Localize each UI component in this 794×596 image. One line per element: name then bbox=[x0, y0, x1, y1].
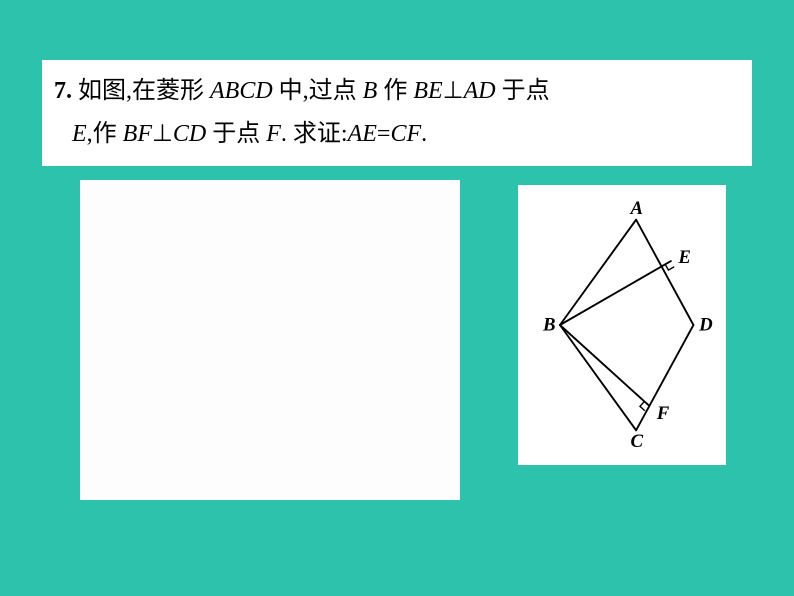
text-abcd: ABCD bbox=[210, 78, 273, 104]
text-cf: CF bbox=[390, 121, 421, 147]
question-number: 7. bbox=[54, 78, 72, 104]
answer-box bbox=[80, 180, 460, 500]
eq: = bbox=[377, 121, 391, 147]
text-cd: CD bbox=[173, 121, 206, 147]
perp: ⊥ bbox=[443, 78, 464, 104]
text-part: 于点 bbox=[206, 121, 266, 147]
svg-text:D: D bbox=[698, 315, 713, 336]
text-e: E bbox=[72, 121, 87, 147]
text-f: F bbox=[266, 121, 281, 147]
question-box: 7. 如图,在菱形 ABCD 中,过点 B 作 BE⊥AD 于点 E,作 BF⊥… bbox=[42, 60, 752, 166]
text-part: ,作 bbox=[87, 121, 123, 147]
text-part: 如图,在菱形 bbox=[78, 78, 210, 104]
svg-text:E: E bbox=[677, 247, 691, 268]
text-ae: AE bbox=[348, 121, 377, 147]
svg-text:C: C bbox=[630, 431, 643, 452]
text-part: 作 bbox=[377, 78, 413, 104]
text-part: 中,过点 bbox=[273, 78, 363, 104]
svg-text:B: B bbox=[542, 315, 556, 336]
text-part: . 求证: bbox=[281, 121, 348, 147]
question-text: 7. 如图,在菱形 ABCD 中,过点 B 作 BE⊥AD 于点 E,作 BF⊥… bbox=[54, 70, 740, 156]
text-bf: BF bbox=[123, 121, 152, 147]
diagram-box: A B C D E F bbox=[518, 185, 726, 465]
text-part: 于点 bbox=[496, 78, 550, 104]
text-b: B bbox=[363, 78, 378, 104]
svg-text:F: F bbox=[656, 403, 670, 424]
perp: ⊥ bbox=[152, 121, 173, 147]
rhombus-diagram: A B C D E F bbox=[528, 195, 716, 455]
text-be: BE bbox=[413, 78, 442, 104]
text-ad: AD bbox=[464, 78, 496, 104]
svg-text:A: A bbox=[629, 198, 643, 219]
text-end: . bbox=[421, 121, 427, 147]
